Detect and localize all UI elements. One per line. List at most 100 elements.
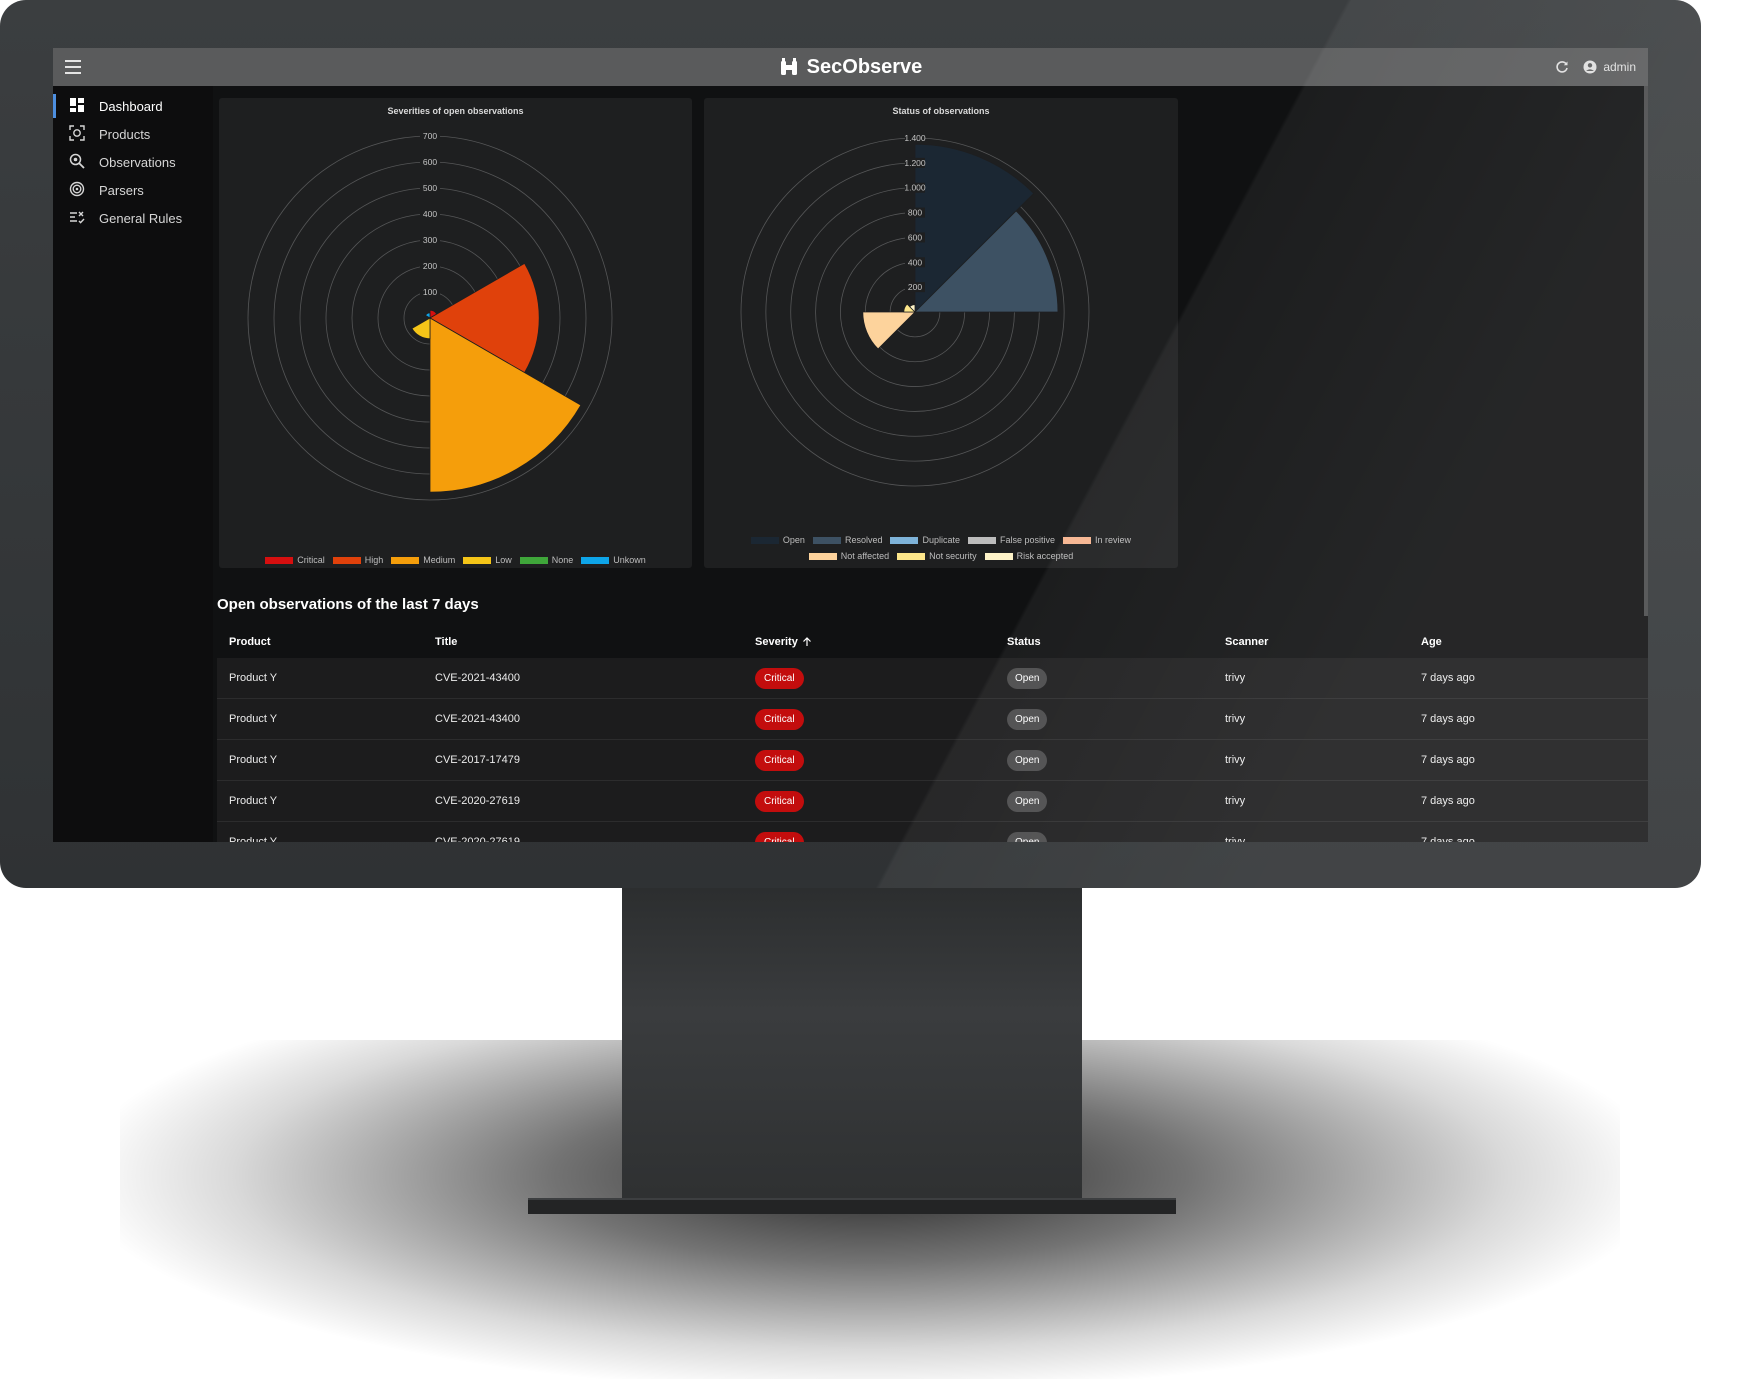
sidebar: Dashboard Products Observations Parsers xyxy=(53,86,213,842)
legend-item[interactable]: Duplicate xyxy=(890,535,960,545)
sidebar-item-observations[interactable]: Observations xyxy=(53,148,213,176)
cell-title: CVE-2017-17479 xyxy=(435,754,521,766)
tick-backdrop xyxy=(905,182,925,193)
legend-item[interactable]: None xyxy=(519,555,573,565)
chart-segment-unkown[interactable] xyxy=(424,312,431,319)
severity-badge: Critical xyxy=(755,749,804,771)
sidebar-item-general-rules[interactable]: General Rules xyxy=(53,204,213,232)
severities-legend: Critical High Medium Low None Unkown xyxy=(219,555,692,565)
cell-product: Product Y xyxy=(229,836,278,842)
legend-label: False positive xyxy=(1000,535,1056,545)
column-header-scanner[interactable]: Scanner xyxy=(1225,636,1269,648)
parsers-icon xyxy=(69,181,87,199)
table-row[interactable]: Product Y CVE-2020-27619 Critical Open trivy… xyxy=(217,822,1648,842)
dashboard-icon xyxy=(69,97,87,115)
chart-title: Severities of open observations xyxy=(387,106,524,116)
account-circle-icon xyxy=(1583,60,1597,74)
chart-segment-low[interactable] xyxy=(411,317,431,340)
radial-tick-label: 200 xyxy=(423,261,437,271)
binoculars-icon xyxy=(780,58,797,75)
status-badge: Open xyxy=(1007,708,1048,730)
app-title: SecObserve xyxy=(806,55,923,78)
cell-age: 7 days ago xyxy=(1421,795,1475,807)
section-title: Open observations of the last 7 days xyxy=(217,596,479,613)
observations-table: Product Title Severity Status Scanner Ag… xyxy=(217,626,1648,842)
cell-age: 7 days ago xyxy=(1421,672,1475,684)
cell-status: Open xyxy=(1007,708,1225,730)
tick-backdrop xyxy=(420,157,440,167)
sidebar-item-label: Dashboard xyxy=(99,98,163,114)
legend-item[interactable]: Medium xyxy=(391,555,455,565)
legend-item[interactable]: Critical xyxy=(265,555,325,565)
cell-severity: Critical xyxy=(755,790,1007,812)
column-header-label: Severity xyxy=(755,636,798,648)
table-row[interactable]: Product Y CVE-2020-27619 Critical Open trivy… xyxy=(217,781,1648,822)
table-row[interactable]: Product Y CVE-2021-43400 Critical Open trivy… xyxy=(217,658,1648,699)
radial-tick-label: 1.000 xyxy=(904,183,926,193)
legend-label: Open xyxy=(782,535,805,545)
tick-backdrop xyxy=(420,183,440,193)
tick-backdrop xyxy=(905,232,925,243)
column-header-age[interactable]: Age xyxy=(1421,636,1442,648)
legend-item[interactable]: Resolved xyxy=(812,535,882,545)
legend-item[interactable]: False positive xyxy=(968,535,1055,545)
sidebar-item-dashboard[interactable]: Dashboard xyxy=(53,92,213,120)
tick-backdrop xyxy=(905,282,925,293)
radial-tick-label: 400 xyxy=(423,209,437,219)
tick-backdrop xyxy=(420,131,440,141)
tick-backdrop xyxy=(905,157,925,168)
chart-segment-risk-accepted[interactable] xyxy=(909,304,916,313)
legend-label: Unkown xyxy=(613,555,646,565)
tick-backdrop xyxy=(420,235,440,245)
user-menu[interactable]: admin xyxy=(1583,60,1636,74)
chart-segment-resolved[interactable] xyxy=(914,210,1059,313)
arrow-up-icon xyxy=(802,637,811,646)
sidebar-item-products[interactable]: Products xyxy=(53,120,213,148)
table-row[interactable]: Product Y CVE-2017-17479 Critical Open trivy… xyxy=(217,740,1648,781)
tick-backdrop xyxy=(420,261,440,271)
column-header-status[interactable]: Status xyxy=(1007,636,1041,648)
legend-swatch xyxy=(968,536,997,544)
chart-segment-medium[interactable] xyxy=(429,317,582,493)
cell-status: Open xyxy=(1007,831,1225,842)
monitor-bezel: SecObserve admin xyxy=(0,0,1701,888)
cell-product: Product Y xyxy=(229,672,278,684)
legend-item[interactable]: Risk accepted xyxy=(984,551,1073,561)
column-header-severity[interactable]: Severity xyxy=(755,636,1007,648)
radial-tick-label: 1.200 xyxy=(904,158,926,168)
chart-segment-open[interactable] xyxy=(914,143,1035,313)
cell-scanner: trivy xyxy=(1225,836,1246,842)
column-header-title[interactable]: Title xyxy=(435,636,458,648)
radial-tick-label: 100 xyxy=(423,287,437,297)
status-badge: Open xyxy=(1007,749,1048,771)
legend-item[interactable]: Open xyxy=(750,535,805,545)
legend-item[interactable]: Low xyxy=(463,555,512,565)
table-row[interactable]: Product Y CVE-2021-43400 Critical Open trivy… xyxy=(217,699,1648,740)
chart-segment-not-affected[interactable] xyxy=(862,311,916,350)
sidebar-item-parsers[interactable]: Parsers xyxy=(53,176,213,204)
refresh-icon[interactable] xyxy=(1555,60,1569,74)
cell-age: 7 days ago xyxy=(1421,754,1475,766)
severities-chart-card: Severities of open observations 100 200 30… xyxy=(219,98,692,568)
menu-icon[interactable] xyxy=(65,60,81,74)
table-header: Product Title Severity Status Scanner Ag… xyxy=(217,626,1648,658)
legend-item[interactable]: Not security xyxy=(897,551,977,561)
monitor-stand-neck xyxy=(622,880,1082,1210)
tick-backdrop xyxy=(905,207,925,218)
user-name: admin xyxy=(1603,60,1636,74)
chart-segment-not-security[interactable] xyxy=(903,303,916,313)
legend-item[interactable]: In review xyxy=(1063,535,1131,545)
legend-item[interactable]: Not affected xyxy=(808,551,890,561)
chart-segment-high[interactable] xyxy=(429,262,540,374)
radial-tick-label: 800 xyxy=(908,208,922,218)
tick-backdrop xyxy=(420,209,440,219)
scrollbar[interactable] xyxy=(1644,86,1648,616)
radial-tick-label: 600 xyxy=(908,232,922,242)
legend-swatch xyxy=(812,536,841,544)
column-header-product[interactable]: Product xyxy=(229,636,271,648)
legend-swatch xyxy=(265,556,294,564)
cell-scanner: trivy xyxy=(1225,672,1246,684)
legend-item[interactable]: High xyxy=(332,555,383,565)
legend-item[interactable]: Unkown xyxy=(581,555,646,565)
legend-label: Not affected xyxy=(840,551,890,561)
